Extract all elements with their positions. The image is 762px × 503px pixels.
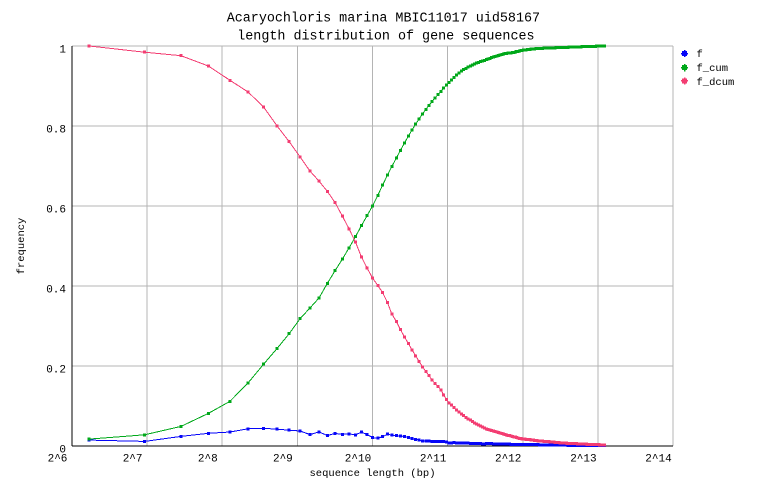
svg-text:sequence length (bp): sequence length (bp) [309, 468, 435, 480]
svg-text:0.8: 0.8 [46, 125, 66, 137]
svg-text:2^10: 2^10 [345, 453, 371, 465]
svg-text:1: 1 [59, 45, 66, 57]
svg-text:Acaryochloris marina MBIC11017: Acaryochloris marina MBIC11017 uid58167 [227, 12, 540, 27]
svg-text:f: f [697, 49, 703, 61]
svg-text:2^11: 2^11 [420, 453, 447, 465]
svg-text:frequency: frequency [16, 218, 28, 275]
svg-text:f_dcum: f_dcum [697, 77, 735, 89]
svg-text:0: 0 [59, 445, 66, 457]
svg-text:2^8: 2^8 [198, 453, 218, 465]
svg-text:0.2: 0.2 [46, 365, 66, 377]
svg-text:2^6: 2^6 [48, 453, 68, 465]
svg-text:f_cum: f_cum [697, 63, 729, 75]
svg-text:length distribution of gene se: length distribution of gene sequences [237, 30, 534, 45]
svg-text:2^13: 2^13 [570, 453, 596, 465]
svg-text:0.6: 0.6 [46, 205, 66, 217]
svg-text:0.4: 0.4 [46, 285, 66, 297]
svg-text:2^12: 2^12 [495, 453, 521, 465]
svg-text:2^14: 2^14 [645, 453, 672, 465]
svg-text:2^9: 2^9 [273, 453, 293, 465]
svg-text:2^7: 2^7 [123, 453, 143, 465]
